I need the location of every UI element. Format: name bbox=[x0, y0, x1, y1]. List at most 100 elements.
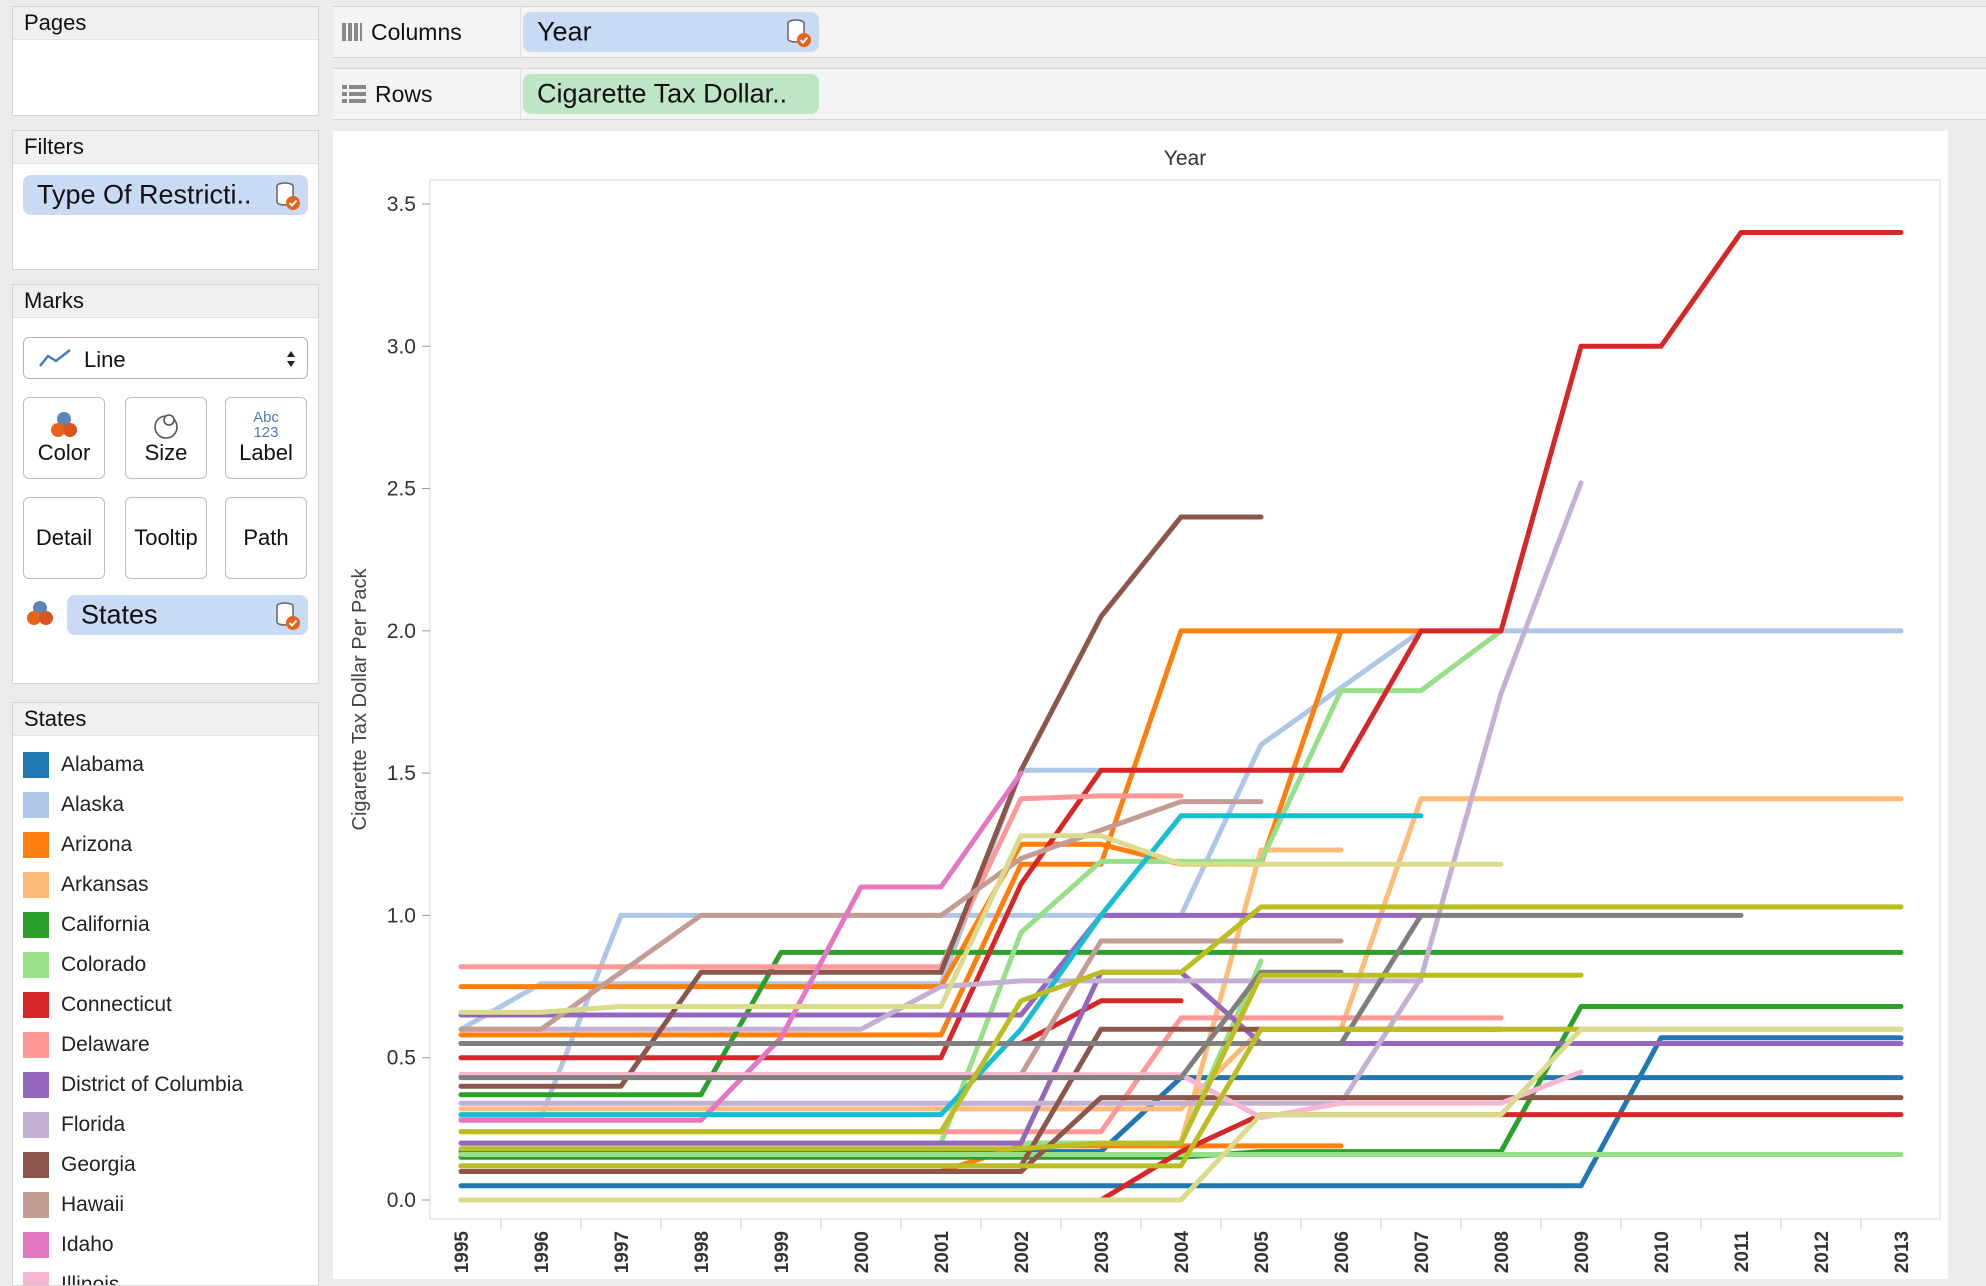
legend-item[interactable]: Florida bbox=[23, 1105, 125, 1145]
legend-item[interactable]: Arkansas bbox=[23, 865, 149, 905]
x-tick-label: 2005 bbox=[1252, 1231, 1273, 1274]
color-button[interactable]: Color bbox=[23, 397, 105, 479]
mark-type-select[interactable]: Line bbox=[23, 337, 308, 379]
filter-pill-label: Type Of Restricti.. bbox=[37, 179, 252, 210]
legend-swatch bbox=[23, 752, 49, 778]
columns-shelf[interactable]: Columns Year bbox=[333, 6, 1986, 58]
cigarette-tax-pill[interactable]: Cigarette Tax Dollar.. bbox=[523, 74, 819, 114]
marks-title: Marks bbox=[13, 285, 318, 318]
legend-swatch bbox=[23, 1192, 49, 1218]
states-legend: States Alabama Alaska Arizona Arkansas Calif… bbox=[12, 702, 319, 1286]
filter-pill[interactable]: Type Of Restricti.. bbox=[23, 175, 308, 215]
legend-item[interactable]: Alabama bbox=[23, 745, 144, 785]
y-tick-label: 2.5 bbox=[387, 478, 416, 501]
size-button[interactable]: Size bbox=[125, 397, 207, 479]
legend-label: Alabama bbox=[61, 753, 144, 776]
y-axis-label: Cigarette Tax Dollar Per Pack bbox=[349, 568, 371, 831]
legend-item[interactable]: Connecticut bbox=[23, 985, 172, 1025]
legend-item[interactable]: Delaware bbox=[23, 1025, 150, 1065]
legend-item[interactable]: Colorado bbox=[23, 945, 146, 985]
database-icon bbox=[787, 19, 811, 47]
columns-label: Columns bbox=[371, 18, 462, 45]
legend-swatch bbox=[23, 912, 49, 938]
y-tick-label: 0.5 bbox=[387, 1047, 416, 1070]
pages-panel: Pages bbox=[12, 6, 319, 116]
legend-item[interactable]: Idaho bbox=[23, 1225, 114, 1265]
x-tick-label: 2012 bbox=[1812, 1231, 1833, 1273]
path-button[interactable]: Path bbox=[225, 497, 307, 579]
series-line bbox=[458, 1095, 1904, 1174]
detail-button[interactable]: Detail bbox=[23, 497, 105, 579]
label-button[interactable]: Abc 123 Label bbox=[225, 397, 307, 479]
x-tick-label: 2001 bbox=[932, 1231, 953, 1274]
states-color-pill[interactable]: States bbox=[67, 595, 308, 635]
label-icon: Abc 123 bbox=[253, 410, 279, 440]
label-icon-number: 123 bbox=[253, 424, 279, 441]
legend-label: Idaho bbox=[61, 1233, 114, 1256]
legend-item[interactable]: Illinois bbox=[23, 1265, 120, 1286]
y-tick-label: 3.5 bbox=[387, 193, 416, 216]
y-tick-label: 3.0 bbox=[387, 335, 416, 358]
series-line bbox=[458, 796, 1904, 1112]
label-button-label: Label bbox=[239, 440, 293, 465]
x-tick-label: 2010 bbox=[1652, 1231, 1673, 1273]
legend-label: Illinois bbox=[61, 1273, 120, 1286]
x-tick-label: 2004 bbox=[1172, 1231, 1193, 1274]
detail-button-label: Detail bbox=[35, 525, 93, 550]
path-button-label: Path bbox=[243, 525, 289, 550]
legend-label: Florida bbox=[61, 1113, 126, 1136]
database-icon bbox=[276, 182, 300, 210]
mark-type-label: Line bbox=[84, 347, 126, 372]
legend-item[interactable]: California bbox=[23, 905, 150, 945]
series-line bbox=[458, 514, 1264, 1089]
year-pill[interactable]: Year bbox=[523, 12, 819, 52]
series-line bbox=[458, 1026, 1904, 1203]
legend-label: Georgia bbox=[61, 1153, 136, 1176]
y-tick-label: 0.0 bbox=[387, 1189, 416, 1212]
rows-label: Rows bbox=[375, 80, 433, 107]
filters-panel: Filters Type Of Restricti.. bbox=[12, 130, 319, 270]
legend-swatch bbox=[23, 1032, 49, 1058]
legend-swatch bbox=[23, 1232, 49, 1258]
color-button-label: Color bbox=[37, 440, 91, 465]
columns-shelf-label: Columns bbox=[341, 7, 521, 57]
legend-swatch bbox=[23, 952, 49, 978]
x-tick-label: 2003 bbox=[1092, 1231, 1113, 1273]
legend-title: States bbox=[13, 703, 318, 736]
legend-label: California bbox=[61, 913, 150, 936]
x-tick-label: 2002 bbox=[1012, 1231, 1033, 1273]
legend-item[interactable]: Georgia bbox=[23, 1145, 136, 1185]
legend-item[interactable]: Arizona bbox=[23, 825, 132, 865]
x-tick-label: 2011 bbox=[1732, 1231, 1753, 1273]
series-line bbox=[458, 904, 1904, 1135]
color-encoding-icon bbox=[27, 601, 53, 625]
filters-title: Filters bbox=[13, 131, 318, 164]
x-tick-label: 1999 bbox=[772, 1231, 793, 1273]
legend-label: Colorado bbox=[61, 953, 147, 976]
dropdown-arrows-icon bbox=[287, 351, 295, 367]
legend-item[interactable]: Hawaii bbox=[23, 1185, 124, 1225]
series-line bbox=[458, 628, 1424, 1038]
database-icon bbox=[276, 602, 300, 630]
y-tick-label: 1.0 bbox=[387, 904, 416, 927]
series-line bbox=[458, 480, 1584, 1106]
series-line bbox=[458, 912, 1744, 1046]
legend-swatch bbox=[23, 832, 49, 858]
legend-item[interactable]: District of Columbia bbox=[23, 1065, 243, 1105]
tooltip-button[interactable]: Tooltip bbox=[125, 497, 207, 579]
rows-shelf[interactable]: Rows Cigarette Tax Dollar.. bbox=[333, 68, 1986, 120]
legend-label: Hawaii bbox=[61, 1193, 125, 1216]
legend-swatch bbox=[23, 992, 49, 1018]
legend-item[interactable]: Alaska bbox=[23, 785, 124, 825]
legend-swatch bbox=[23, 1072, 49, 1098]
legend-label: Connecticut bbox=[61, 993, 172, 1016]
series-line bbox=[458, 833, 1504, 1015]
legend-label: Arkansas bbox=[61, 873, 149, 896]
series-line bbox=[458, 813, 1424, 1118]
marks-panel: Marks Line Color Size Abc 123 Label Deta… bbox=[12, 284, 319, 684]
x-tick-label: 1996 bbox=[532, 1231, 553, 1273]
cigarette-tax-pill-label: Cigarette Tax Dollar.. bbox=[537, 78, 788, 109]
rows-icon bbox=[342, 85, 366, 103]
series-line bbox=[458, 230, 1904, 1061]
legend-label: Delaware bbox=[61, 1033, 150, 1056]
